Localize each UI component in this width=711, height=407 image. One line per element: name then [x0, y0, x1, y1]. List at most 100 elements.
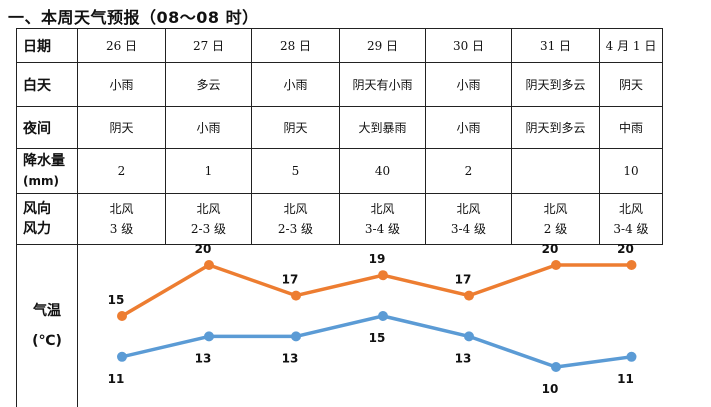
low-temperature-label: 13	[455, 351, 472, 365]
daytime-weather-cell: 阴天到多云	[511, 62, 600, 107]
date-cell: 29 日	[339, 28, 426, 63]
wind-direction: 北风	[109, 202, 134, 216]
wind-direction: 北风	[543, 202, 568, 216]
low-temperature-label: 13	[282, 351, 299, 365]
high-temperature-label: 20	[195, 242, 212, 256]
wind-cell: 北风 2 级	[511, 193, 600, 245]
row-label-date: 日期	[16, 28, 78, 63]
precipitation-cell: 2	[425, 148, 512, 194]
night-weather-cell: 小雨	[425, 106, 512, 149]
high-temperature-point	[626, 260, 637, 270]
high-temperature-label: 20	[617, 242, 634, 256]
wind-cell: 北风 3 级	[77, 193, 166, 245]
low-temperature-label: 11	[617, 372, 634, 386]
date-cell: 30 日	[425, 28, 512, 63]
high-temperature-point	[117, 311, 127, 321]
low-temperature-label: 11	[108, 372, 125, 386]
row-label-precipitation: 降水量 (mm)	[16, 148, 78, 194]
temperature-unit: (℃)	[32, 333, 62, 349]
high-temperature-point	[551, 260, 561, 270]
wind-direction: 北风	[370, 202, 395, 216]
daytime-weather-cell: 阴天有小雨	[339, 62, 426, 107]
night-weather-cell: 阴天	[251, 106, 340, 149]
high-temperature-label: 17	[282, 273, 299, 287]
date-cell: 27 日	[165, 28, 252, 63]
wind-force: 3-4 级	[613, 222, 649, 236]
high-temperature-label: 20	[542, 242, 559, 256]
wind-cell: 北风 2-3 级	[165, 193, 252, 245]
high-temperature-point	[378, 270, 388, 281]
daytime-weather-cell: 阴天	[599, 62, 663, 107]
wind-force: 2-3 级	[190, 222, 227, 236]
high-temperature-point	[464, 290, 474, 301]
daytime-weather-cell: 小雨	[251, 62, 340, 107]
low-temperature-label: 10	[542, 382, 559, 396]
precipitation-label: 降水量	[23, 153, 65, 169]
wind-direction: 北风	[618, 202, 643, 216]
wind-force: 2 级	[543, 222, 568, 236]
row-night: 夜间 阴天 小雨 阴天 大到暴雨 小雨 阴天到多云 中雨	[16, 106, 663, 149]
row-date: 日期 26 日 27 日 28 日 29 日 30 日 31 日 4 月 1 日	[16, 28, 663, 63]
weather-forecast-table: 日期 26 日 27 日 28 日 29 日 30 日 31 日 4 月 1 日…	[16, 28, 663, 407]
low-temperature-point	[378, 311, 388, 321]
date-cell: 28 日	[251, 28, 340, 63]
night-weather-cell: 中雨	[599, 106, 663, 149]
row-temperature: 气温 (℃) 15 20 17 19 17 20 20 11 13 13 15 13 10 11	[16, 242, 663, 407]
high-temperature-label: 15	[108, 293, 125, 307]
high-temperature-label: 17	[455, 273, 472, 287]
precipitation-cell	[511, 148, 600, 194]
high-temperature-point	[291, 290, 301, 301]
date-cell: 4 月 1 日	[599, 28, 663, 63]
night-weather-cell: 阴天	[77, 106, 166, 149]
low-temperature-point	[291, 331, 301, 342]
low-temperature-point	[626, 351, 637, 362]
daytime-weather-cell: 小雨	[425, 62, 512, 107]
precipitation-cell: 5	[251, 148, 340, 194]
high-temperature-point	[204, 260, 214, 270]
row-label-wind: 风向 风力	[16, 193, 78, 245]
wind-cell: 北风 3-4 级	[599, 193, 663, 245]
wind-direction: 北风	[196, 202, 221, 216]
wind-cell: 北风 2-3 级	[251, 193, 340, 245]
temperature-line-chart: 15 20 17 19 17 20 20 11 13 13 15 13 10 11	[108, 242, 637, 396]
wind-force: 3 级	[109, 222, 134, 236]
daytime-weather-cell: 多云	[165, 62, 252, 107]
night-weather-cell: 小雨	[165, 106, 252, 149]
precipitation-cell: 10	[599, 148, 663, 194]
precipitation-cell: 1	[165, 148, 252, 194]
low-temperature-point	[204, 331, 214, 342]
precipitation-unit: (mm)	[23, 174, 59, 188]
date-cell: 31 日	[511, 28, 600, 63]
wind-force: 2-3 级	[277, 222, 314, 236]
row-daytime: 白天 小雨 多云 小雨 阴天有小雨 小雨 阴天到多云 阴天	[16, 62, 663, 107]
low-temperature-point	[464, 331, 474, 342]
section-title: 一、本周天气预报（08～08 时）	[8, 8, 259, 27]
low-temperature-point	[117, 351, 127, 362]
temperature-label: 气温	[33, 303, 61, 319]
row-precipitation: 降水量 (mm) 2 1 5 40 2 10	[16, 148, 663, 194]
wind-direction: 北风	[456, 202, 481, 216]
wind-direction: 北风	[283, 202, 308, 216]
row-wind: 风向 风力 北风 3 级 北风 2-3 级 北风 2-3 级 北风 3-4 级 北风 3-…	[16, 193, 663, 245]
precipitation-cell: 40	[339, 148, 426, 194]
high-temperature-label: 19	[369, 252, 386, 266]
wind-force: 3-4 级	[450, 222, 487, 236]
low-temperature-point	[551, 362, 561, 372]
night-weather-cell: 大到暴雨	[339, 106, 426, 149]
low-temperature-label: 15	[369, 331, 386, 345]
wind-force: 3-4 级	[364, 222, 401, 236]
daytime-weather-cell: 小雨	[77, 62, 166, 107]
temperature-chart-cell: 15 20 17 19 17 20 20 11 13 13 15 13 10 11	[77, 242, 663, 407]
night-weather-cell: 阴天到多云	[511, 106, 600, 149]
wind-direction-label: 风向	[23, 201, 51, 217]
low-temperature-label: 13	[195, 351, 212, 365]
row-label-daytime: 白天	[16, 62, 78, 107]
row-label-temperature: 气温 (℃)	[16, 244, 78, 407]
date-cell: 26 日	[77, 28, 166, 63]
high-temperature-line	[121, 263, 632, 318]
precipitation-cell: 2	[77, 148, 166, 194]
row-label-night: 夜间	[16, 106, 78, 149]
wind-force-label: 风力	[23, 221, 51, 237]
wind-cell: 北风 3-4 级	[425, 193, 512, 245]
wind-cell: 北风 3-4 级	[339, 193, 426, 245]
